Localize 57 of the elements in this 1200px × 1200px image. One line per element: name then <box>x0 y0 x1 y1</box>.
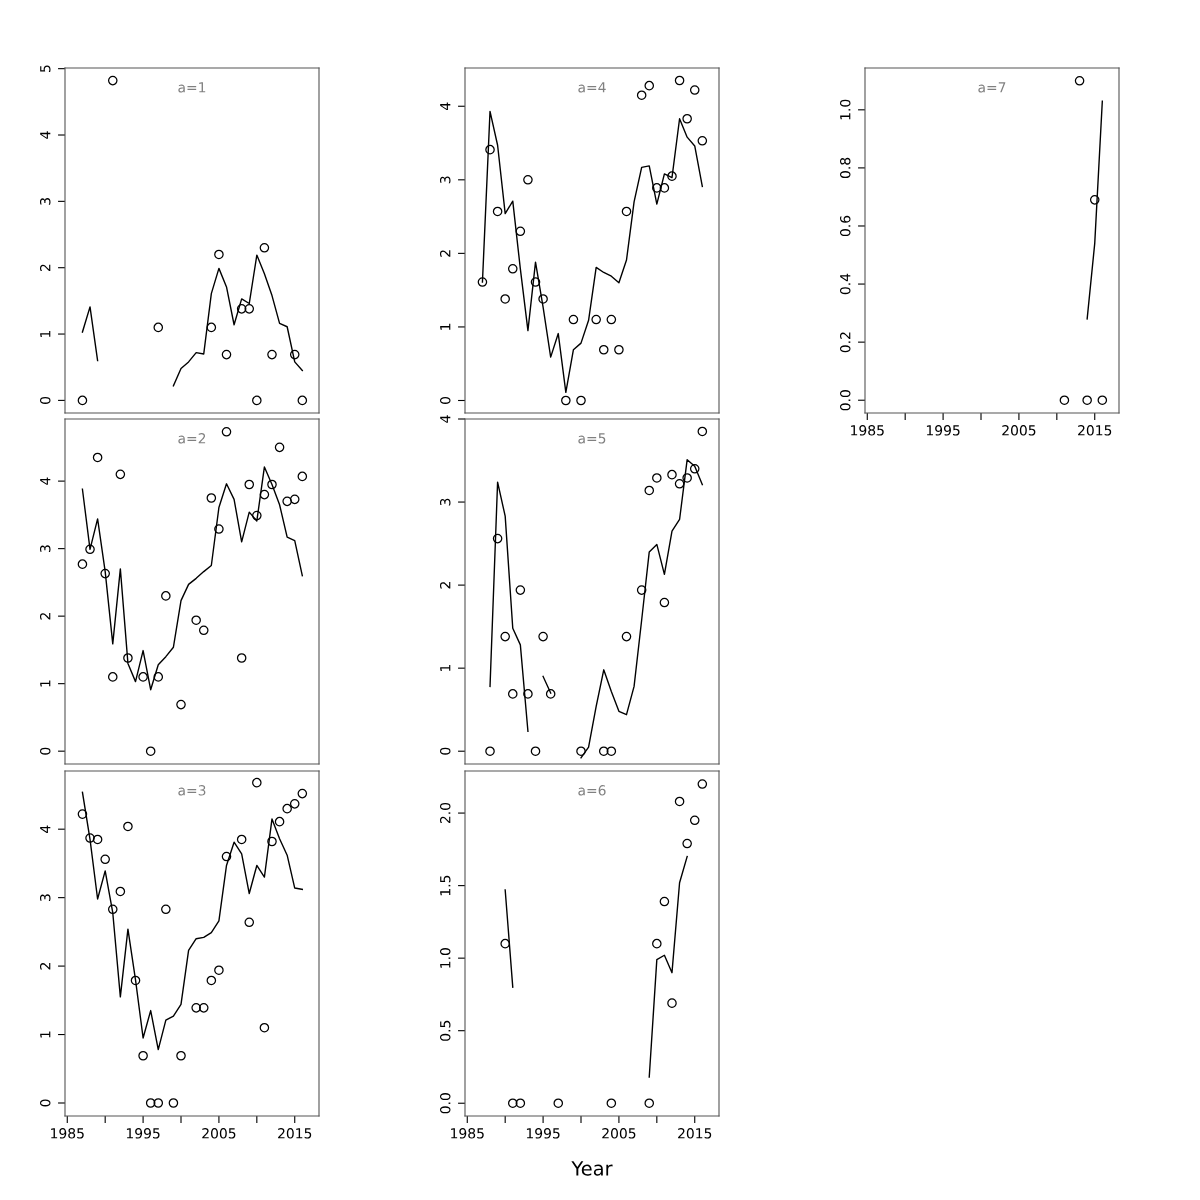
x-tick-label: 1995 <box>126 1128 160 1139</box>
y-tick-label: 1.5 <box>440 875 451 896</box>
x-tick-label: 2015 <box>678 1128 712 1139</box>
x-tick-label: 1985 <box>51 1128 84 1139</box>
x-tick-label: 2005 <box>602 1128 636 1139</box>
y-tick-label: 3 <box>40 894 51 901</box>
text: a=1 <box>178 82 206 93</box>
y-tick-label: 0.2 <box>840 332 851 353</box>
y-tick-label: 4 <box>40 825 51 833</box>
y-tick-label: 0.6 <box>840 215 851 237</box>
y-tick-label: 0.0 <box>440 1093 451 1114</box>
y-tick-label: 0 <box>40 396 51 404</box>
y-tick-label: 0 <box>440 747 451 755</box>
y-tick-label: 0.8 <box>840 157 851 179</box>
y-tick-label: 4 <box>40 131 51 139</box>
y-tick-label: 0.4 <box>840 273 851 295</box>
text: a=2 <box>178 433 206 444</box>
y-tick-label: 4 <box>440 415 451 423</box>
text: a=3 <box>178 785 206 796</box>
y-tick-label: 3 <box>40 545 51 552</box>
y-tick-label: 0.5 <box>440 1020 451 1041</box>
x-tick-label: 1995 <box>926 425 960 436</box>
y-tick-label: 3 <box>40 198 51 205</box>
y-tick-label: 0.0 <box>840 390 851 411</box>
y-tick-label: 2 <box>40 963 51 970</box>
y-tick-label: 3 <box>440 498 451 506</box>
y-tick-label: 2 <box>440 582 451 589</box>
text: a=4 <box>578 82 606 93</box>
text: a=7 <box>978 82 1006 93</box>
y-tick-label: 0 <box>40 1099 51 1107</box>
y-tick-label: 2 <box>40 264 51 272</box>
y-tick-label: 1 <box>40 680 51 687</box>
x-tick-label: 1985 <box>451 1128 484 1139</box>
y-tick-label: 4 <box>440 102 451 110</box>
x-tick-label: 2015 <box>278 1128 312 1139</box>
y-tick-label: 4 <box>40 477 51 485</box>
y-tick-label: 2 <box>40 613 51 620</box>
y-tick-label: 2.0 <box>440 802 451 824</box>
y-tick-label: 0 <box>440 397 451 404</box>
y-tick-label: 1 <box>440 665 451 672</box>
y-tick-label: 5 <box>40 65 51 73</box>
text: a=6 <box>578 785 606 796</box>
y-tick-label: 3 <box>440 176 451 184</box>
y-tick-label: 1.0 <box>440 948 451 968</box>
x-tick-label: 2005 <box>1002 425 1036 436</box>
y-tick-label: 0 <box>40 747 51 755</box>
x-tick-label: 1985 <box>851 425 884 436</box>
y-tick-label: 1 <box>440 323 451 330</box>
x-tick-label: 2015 <box>1078 425 1112 436</box>
y-tick-label: 1 <box>40 330 51 337</box>
x-tick-label: 1995 <box>526 1128 560 1139</box>
y-tick-label: 2 <box>440 250 451 257</box>
y-tick-label: 1.0 <box>840 99 851 120</box>
text: a=5 <box>578 433 606 444</box>
x-tick-label: 2005 <box>202 1128 236 1139</box>
x-axis-title: Year <box>571 1161 613 1176</box>
y-tick-label: 1 <box>40 1031 51 1038</box>
